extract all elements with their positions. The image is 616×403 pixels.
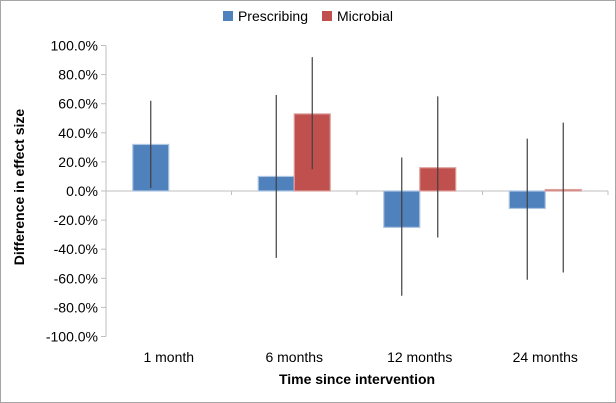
- legend-item-microbial: Microbial: [322, 8, 393, 24]
- legend: Prescribing Microbial: [1, 8, 615, 24]
- y-tick-label-0.0%: 0.0%: [66, 183, 98, 199]
- legend-swatch-microbial: [322, 11, 332, 21]
- y-tick-label-100.0%: 100.0%: [51, 38, 98, 54]
- x-category-label-12-months: 12 months: [387, 349, 452, 365]
- y-tick-label-60.0%: 60.0%: [58, 96, 98, 112]
- y-tick-label-80.0%: 80.0%: [58, 67, 98, 83]
- legend-swatch-prescribing: [222, 11, 233, 21]
- x-category-label-24-months: 24 months: [513, 349, 578, 365]
- y-tick-label--60.0%: -60.0%: [54, 270, 98, 286]
- legend-label-prescribing: Prescribing: [237, 8, 308, 24]
- y-tick-label--80.0%: -80.0%: [54, 299, 98, 315]
- x-category-label-1-month: 1 month: [143, 349, 194, 365]
- legend-label-microbial: Microbial: [337, 8, 394, 24]
- x-axis-title: Time since intervention: [278, 371, 436, 387]
- legend-item-prescribing: Prescribing: [222, 8, 308, 24]
- x-category-label-6-months: 6 months: [265, 349, 323, 365]
- y-tick-label--100.0%: -100.0%: [46, 329, 98, 345]
- y-tick-label-40.0%: 40.0%: [58, 125, 98, 141]
- y-tick-label-20.0%: 20.0%: [58, 154, 98, 170]
- y-tick-label--40.0%: -40.0%: [54, 241, 98, 257]
- y-tick-label--20.0%: -20.0%: [54, 212, 98, 228]
